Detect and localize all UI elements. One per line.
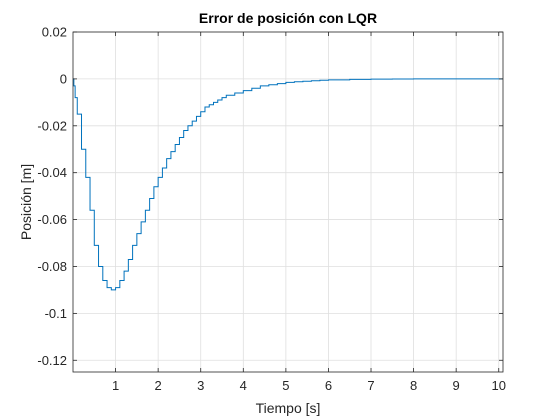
y-tick-label: -0.1 [45,306,67,321]
series-line [73,78,503,291]
y-tick-labels: 0.02 0 -0.02 -0.04 -0.06 -0.08 -0.1 -0.12 [37,25,67,368]
x-tick-label: 10 [492,378,506,393]
y-tick-label: -0.02 [37,118,67,133]
x-tick-label: 2 [155,378,162,393]
axes-box [72,31,504,373]
y-tick-label: -0.04 [37,165,67,180]
y-tick-label: -0.08 [37,259,67,274]
x-tick-label: 4 [240,378,247,393]
x-tick-label: 1 [112,378,119,393]
x-tick-label: 3 [197,378,204,393]
chart-title: Error de posición con LQR [199,10,377,26]
x-tick-label: 7 [367,378,374,393]
x-tick-label: 8 [410,378,417,393]
x-tick-label: 9 [453,378,460,393]
plot-area [73,32,503,372]
x-tick-labels: 1 2 3 4 5 6 7 8 9 10 [112,378,506,393]
x-axis-label: Tiempo [s] [256,400,321,416]
y-tick-label: -0.06 [37,212,67,227]
y-tick-label: 0 [60,71,67,86]
y-axis-label: Posición [m] [18,164,34,240]
tick-marks [73,31,503,372]
x-tick-label: 6 [325,378,332,393]
series-group [73,78,503,291]
y-tick-label: -0.12 [37,353,67,368]
x-tick-label: 5 [282,378,289,393]
y-tick-label: 0.02 [42,25,67,40]
